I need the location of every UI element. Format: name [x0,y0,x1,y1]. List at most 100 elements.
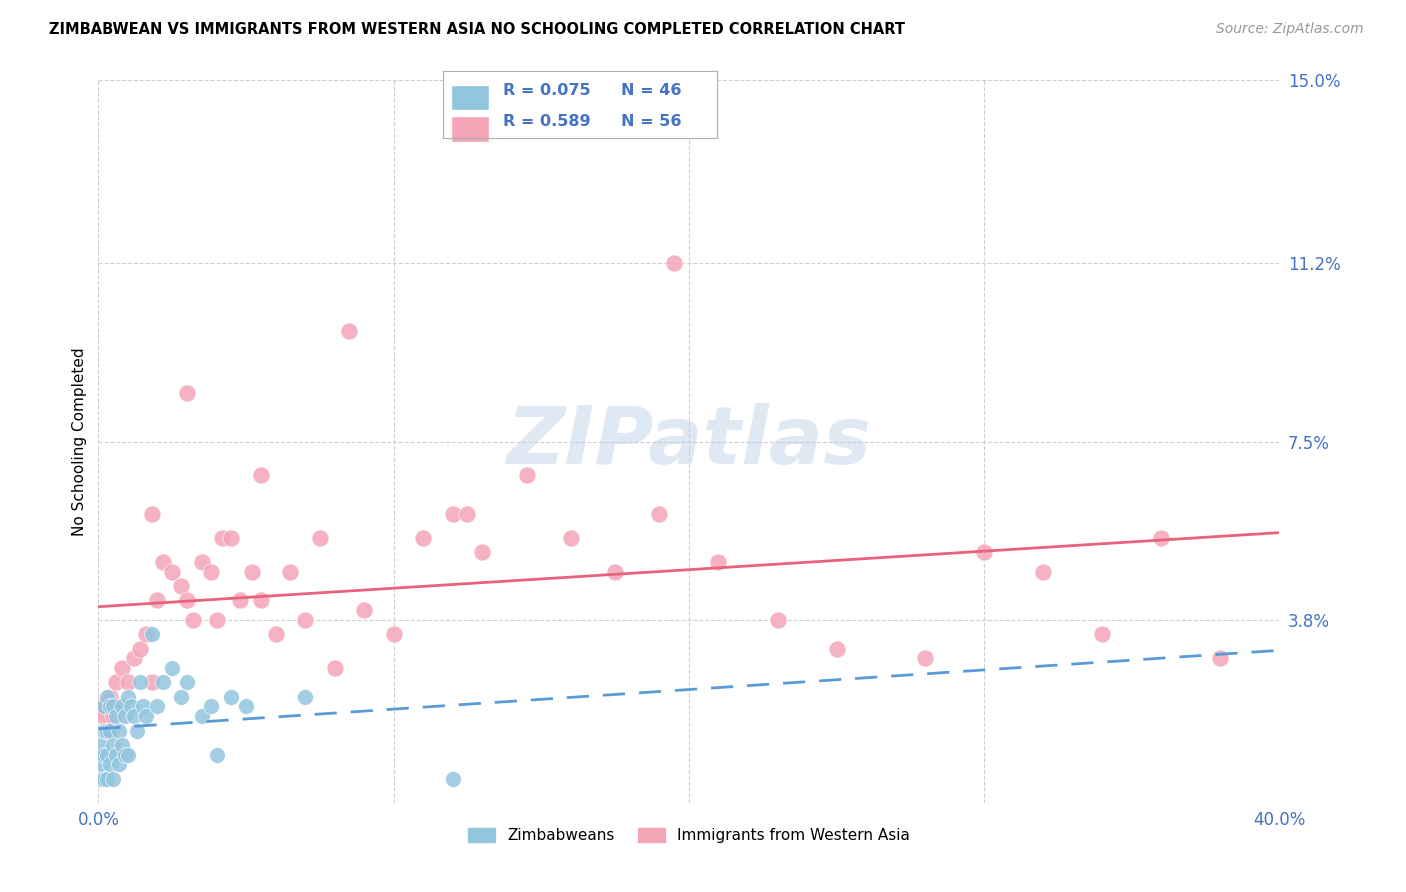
Point [117,690,139,704]
Point [1091,627,1114,641]
Point [707,555,730,569]
Point [111,738,134,752]
Point [146,699,169,714]
Point [93,772,115,786]
Point [973,545,995,559]
Point [170,579,193,593]
Point [122,651,145,665]
Point [117,675,139,690]
Point [98,757,121,772]
FancyBboxPatch shape [451,85,489,111]
Point [560,531,582,545]
Point [162,565,183,579]
Point [280,565,302,579]
Point [152,555,174,569]
FancyBboxPatch shape [451,116,489,142]
Text: Source: ZipAtlas.com: Source: ZipAtlas.com [1216,22,1364,37]
Point [96,690,118,704]
Point [235,699,257,714]
Legend: Zimbabweans, Immigrants from Western Asia: Zimbabweans, Immigrants from Western Asi… [461,822,917,849]
Point [382,627,405,641]
Point [648,507,671,521]
Point [90,757,112,772]
Point [205,747,228,762]
Point [353,603,375,617]
Point [135,709,157,723]
Point [294,690,316,704]
Point [825,641,848,656]
Point [111,661,134,675]
Point [122,709,145,723]
Point [135,627,157,641]
Point [250,468,273,483]
Point [141,627,163,641]
Point [114,709,136,723]
Point [132,699,155,714]
Point [191,555,214,569]
Point [412,531,434,545]
Point [103,772,125,786]
Point [105,709,128,723]
Point [766,613,789,627]
Text: R = 0.589: R = 0.589 [503,114,591,129]
Point [1032,565,1054,579]
Point [111,699,134,714]
Point [200,565,222,579]
Point [125,723,148,738]
Point [111,699,134,714]
Point [105,675,128,690]
Point [264,627,287,641]
Point [98,699,121,714]
Point [141,507,163,521]
Point [1209,651,1232,665]
Point [1150,531,1173,545]
Point [93,747,115,762]
Point [664,256,686,270]
Point [108,723,131,738]
Point [90,772,112,786]
Point [176,593,198,607]
Point [176,675,198,690]
Point [108,757,131,772]
Point [120,699,142,714]
Point [146,593,169,607]
Point [294,613,316,627]
Point [309,531,332,545]
Point [96,772,118,786]
Point [205,613,228,627]
Point [152,675,174,690]
Y-axis label: No Schooling Completed: No Schooling Completed [72,347,87,536]
Point [96,723,118,738]
Point [93,723,115,738]
Text: N = 56: N = 56 [621,114,682,129]
Point [914,651,936,665]
Point [211,531,233,545]
Point [93,709,115,723]
Point [128,675,150,690]
Text: N = 46: N = 46 [621,83,682,97]
Point [96,747,118,762]
Point [221,531,243,545]
Point [250,593,273,607]
Point [191,709,214,723]
Point [103,699,125,714]
Point [90,699,112,714]
Point [221,690,243,704]
Point [103,709,125,723]
Point [93,699,115,714]
Point [516,468,538,483]
Point [141,675,163,690]
Point [103,738,125,752]
Point [90,738,112,752]
Point [128,641,150,656]
Point [98,723,121,738]
Point [471,545,494,559]
Point [105,747,128,762]
Point [170,690,193,704]
Point [114,747,136,762]
Point [441,772,464,786]
Text: R = 0.075: R = 0.075 [503,83,591,97]
Text: ZIPatlas: ZIPatlas [506,402,872,481]
Point [605,565,627,579]
Point [323,661,346,675]
